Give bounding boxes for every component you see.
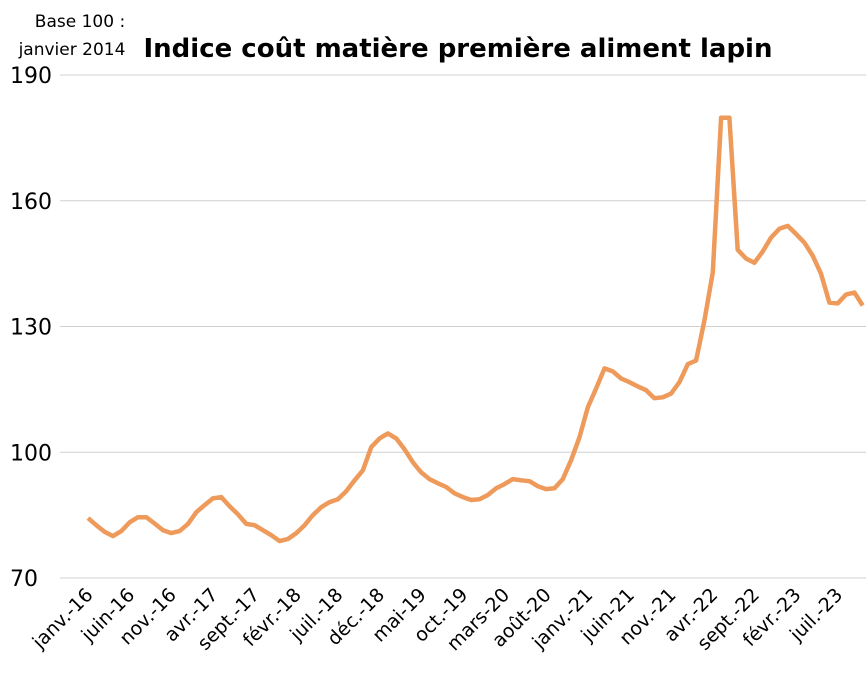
- y-tick-label: 70: [10, 567, 38, 592]
- y-tick-label: 130: [10, 316, 52, 341]
- annotation: Base 100 :: [35, 12, 125, 32]
- y-tick-label: 160: [10, 190, 52, 215]
- data-line: [86, 115, 865, 544]
- annotation: janvier 2014: [18, 40, 126, 60]
- y-tick-label: 100: [10, 441, 52, 466]
- x-tick-label: janv.-16: [28, 584, 98, 654]
- chart-title: Indice coût matière première aliment lap…: [144, 34, 773, 64]
- y-tick-label: 190: [10, 64, 52, 89]
